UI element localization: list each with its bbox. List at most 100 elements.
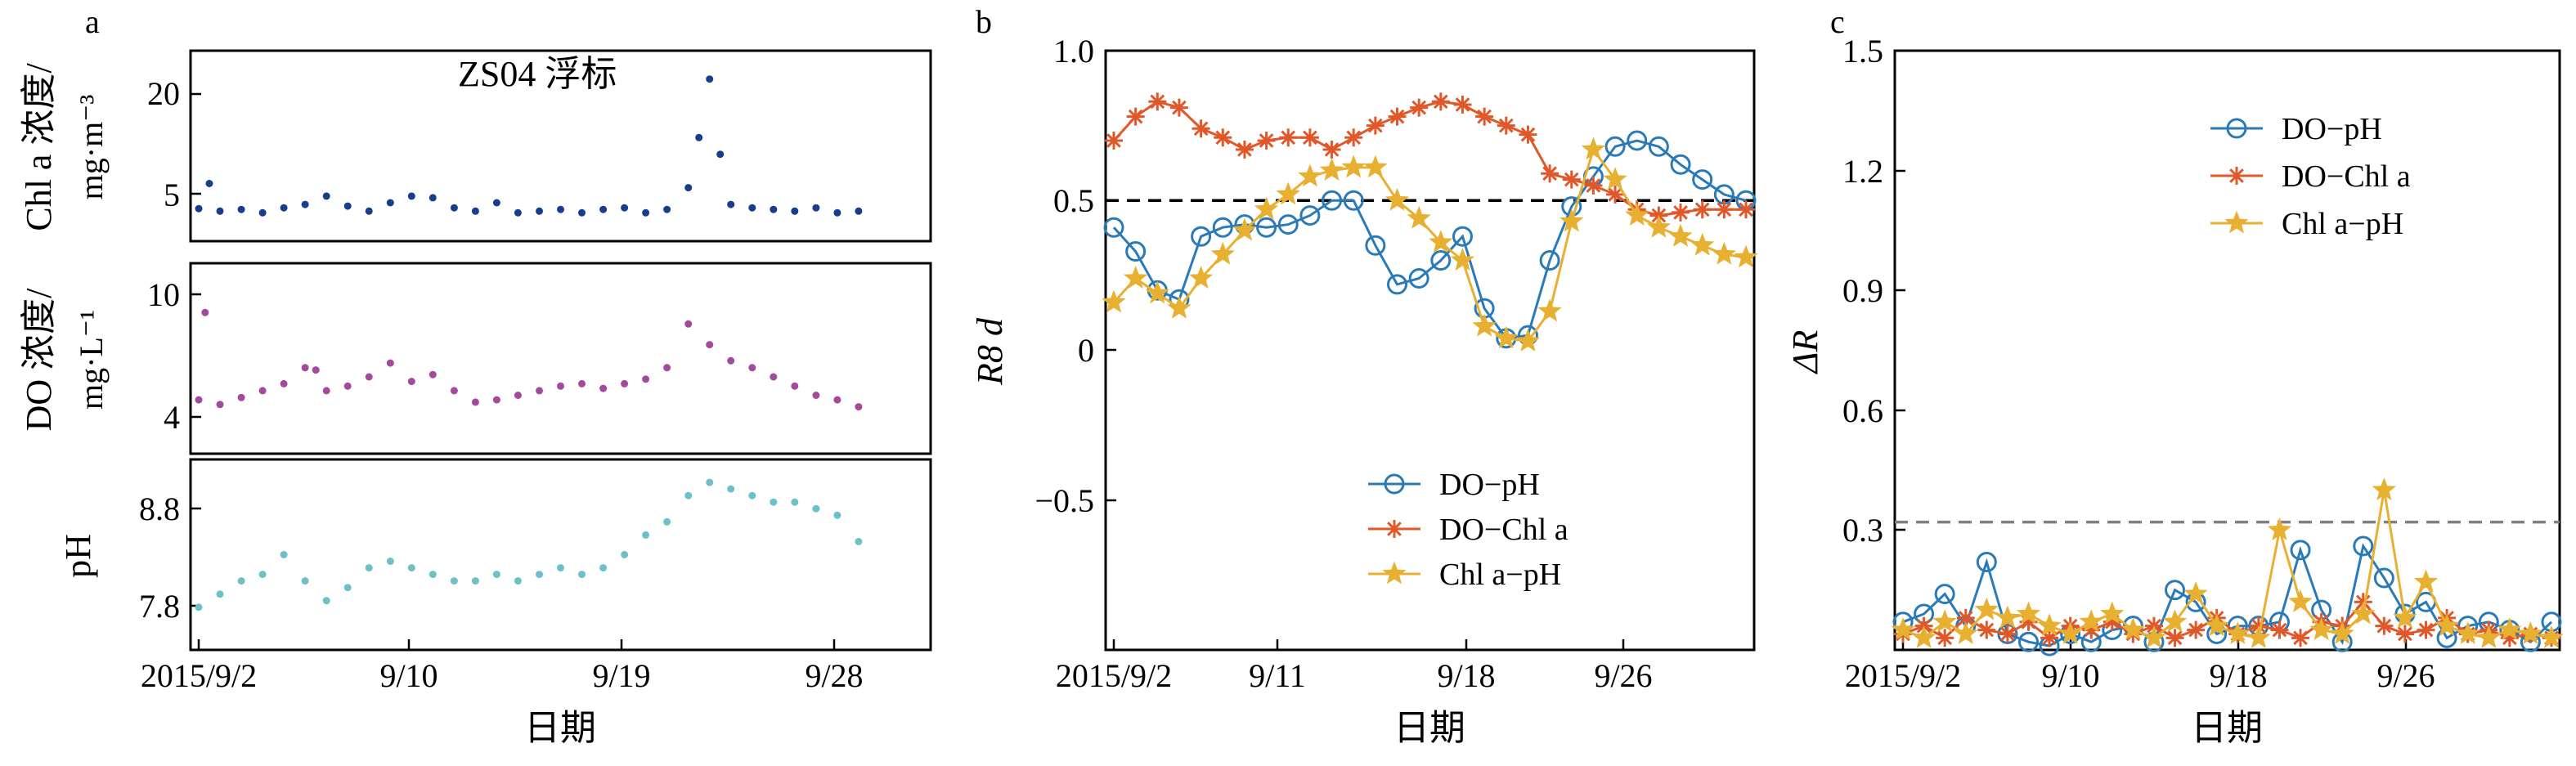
panel-c-series bbox=[1891, 477, 2564, 656]
data-point bbox=[1692, 169, 1713, 190]
data-point bbox=[1497, 116, 1515, 135]
data-point bbox=[1363, 155, 1388, 178]
data-point bbox=[1322, 140, 1341, 159]
data-point bbox=[1672, 203, 1690, 222]
data-point bbox=[684, 184, 693, 192]
data-point bbox=[578, 571, 586, 579]
panel-c-xtick-label: 9/10 bbox=[2041, 657, 2099, 694]
data-point bbox=[2372, 477, 2397, 501]
data-point bbox=[1452, 226, 1473, 247]
data-point bbox=[1998, 625, 2017, 643]
data-point bbox=[706, 75, 714, 83]
do-series bbox=[195, 308, 863, 411]
data-point bbox=[791, 382, 799, 390]
panel-c-xtick-label: 9/18 bbox=[2209, 657, 2267, 694]
data-point bbox=[280, 204, 288, 212]
do-yticks: 10 4 bbox=[147, 276, 201, 436]
data-point bbox=[2058, 621, 2083, 644]
data-point bbox=[578, 208, 586, 217]
data-point bbox=[1954, 621, 1978, 644]
panel-c-ytick-label: 1.5 bbox=[1842, 33, 1883, 69]
data-point bbox=[2165, 629, 2184, 647]
data-point bbox=[1191, 226, 1212, 247]
data-point bbox=[1277, 214, 1299, 235]
panel-c-xticks: 2015/9/2 9/10 9/18 9/26 bbox=[1845, 639, 2435, 694]
data-point bbox=[2290, 540, 2311, 561]
data-point bbox=[195, 396, 203, 404]
data-point bbox=[599, 384, 608, 392]
data-point bbox=[2291, 629, 2310, 647]
data-point bbox=[1475, 107, 1494, 126]
data-point bbox=[663, 205, 671, 213]
data-point bbox=[642, 375, 650, 383]
data-point bbox=[1932, 609, 1957, 633]
data-point bbox=[492, 396, 500, 404]
data-point bbox=[1541, 164, 1560, 183]
data-point bbox=[195, 204, 203, 213]
legend-label: Chl a−pH bbox=[2282, 207, 2403, 241]
panel-b: b 1.0 0.5 0 −0.5 2015/9/2 9/11 9/18 9/26… bbox=[970, 3, 1758, 748]
data-point bbox=[1519, 125, 1537, 144]
data-point bbox=[748, 364, 756, 372]
data-point bbox=[1625, 203, 1649, 226]
legend-label: Chl a−pH bbox=[1439, 558, 1561, 592]
data-point bbox=[2079, 609, 2103, 633]
data-point bbox=[1214, 128, 1232, 147]
ph-yticks: 8.8 7.8 bbox=[139, 491, 201, 625]
data-point bbox=[557, 382, 564, 390]
data-point bbox=[1388, 107, 1407, 126]
data-point bbox=[791, 207, 799, 215]
panel-c-ylabel: ΔR bbox=[1785, 330, 1825, 375]
data-point bbox=[1670, 154, 1691, 175]
data-point bbox=[343, 382, 352, 390]
data-point bbox=[1472, 313, 1497, 337]
do-ytick-label: 10 bbox=[147, 276, 180, 313]
data-point bbox=[727, 356, 735, 365]
data-point bbox=[2162, 609, 2188, 633]
data-point bbox=[1936, 629, 1954, 647]
data-point bbox=[663, 517, 671, 526]
data-point bbox=[2395, 625, 2414, 643]
data-point bbox=[1604, 136, 1626, 157]
data-point bbox=[1343, 190, 1364, 211]
data-point bbox=[2309, 617, 2334, 641]
data-point bbox=[2539, 625, 2564, 648]
legend-label: DO−pH bbox=[2282, 112, 2382, 146]
data-point bbox=[855, 537, 863, 545]
ph-ytick-label: 8.8 bbox=[139, 491, 180, 527]
legend-label: DO−Chl a bbox=[2282, 159, 2411, 194]
data-point bbox=[833, 511, 841, 519]
data-point bbox=[1276, 181, 1300, 205]
data-point bbox=[1646, 214, 1672, 238]
panel-b-yticks: 1.0 0.5 0 −0.5 bbox=[1034, 33, 1116, 519]
panel-c-plot-frame bbox=[1893, 49, 2561, 652]
panel-b-xtick-label: 9/26 bbox=[1594, 657, 1652, 694]
data-point bbox=[2435, 613, 2459, 637]
data-point bbox=[195, 603, 203, 611]
data-point bbox=[536, 571, 543, 579]
data-point bbox=[1976, 551, 1997, 572]
series-line bbox=[1112, 146, 1747, 343]
data-point bbox=[1581, 137, 1606, 160]
data-point bbox=[1299, 205, 1321, 226]
data-point bbox=[343, 202, 352, 210]
data-point bbox=[2476, 625, 2501, 648]
ph-series bbox=[195, 478, 863, 611]
data-point bbox=[812, 504, 820, 513]
data-point bbox=[1693, 200, 1712, 219]
panel-b-ytick-label: 1.0 bbox=[1053, 33, 1094, 69]
legend-label: DO−Chl a bbox=[1439, 513, 1568, 547]
data-point bbox=[1322, 190, 1343, 211]
chl-ytick-label: 20 bbox=[147, 75, 180, 112]
data-point bbox=[536, 207, 543, 215]
panel-b-ytick-label: 0 bbox=[1078, 332, 1094, 369]
data-point bbox=[1169, 98, 1188, 117]
data-point bbox=[201, 308, 209, 316]
data-point bbox=[258, 571, 267, 579]
data-point bbox=[365, 373, 373, 381]
panel-c-xtick-label: 2015/9/2 bbox=[1845, 657, 1961, 694]
legend-marker bbox=[2228, 167, 2246, 185]
panel-b-ytick-label: −0.5 bbox=[1034, 482, 1094, 519]
data-point bbox=[1712, 241, 1737, 265]
